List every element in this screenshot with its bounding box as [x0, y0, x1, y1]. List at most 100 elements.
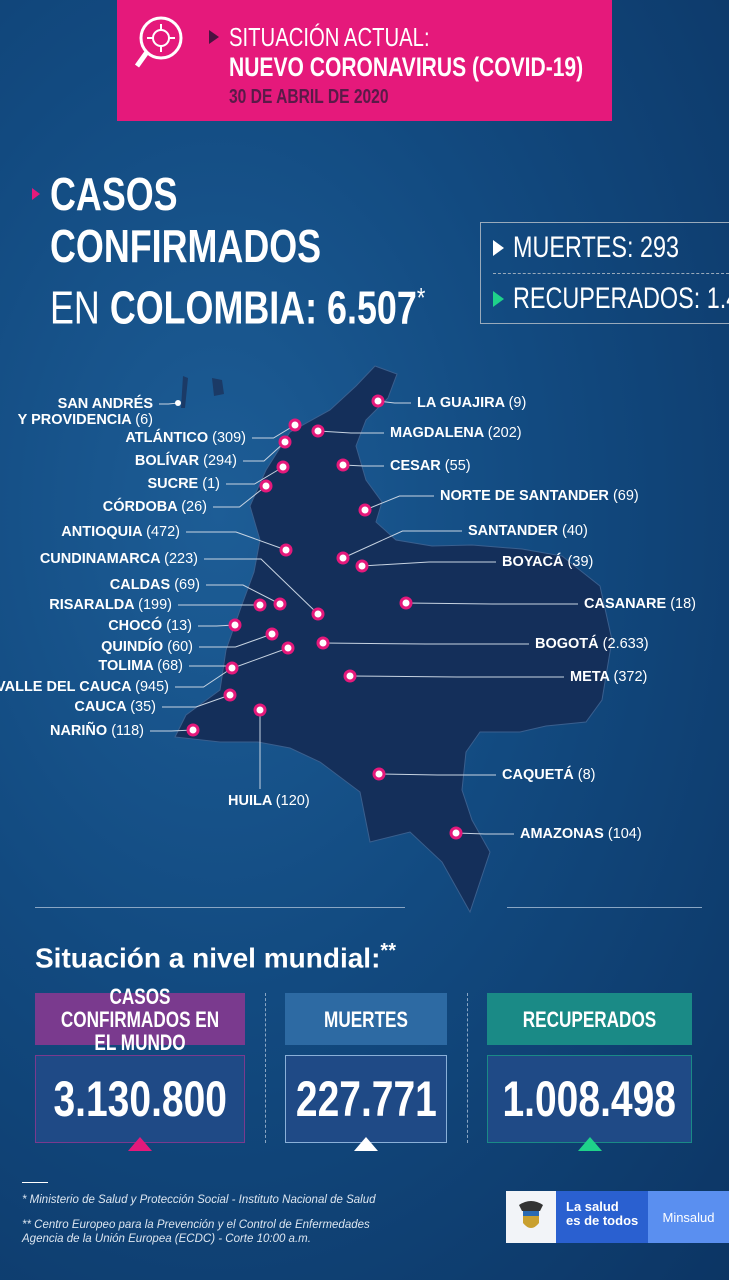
department-count: (69) [612, 488, 639, 504]
department-label: MAGDALENA (202) [390, 425, 522, 441]
world-column-value: 3.130.800 [53, 1071, 227, 1127]
world-value-box: 227.771 [285, 1055, 447, 1143]
footnote-1: * Ministerio de Salud y Protección Socia… [22, 1194, 376, 1206]
department-label: SUCRE (1) [147, 476, 220, 492]
department-count: (9) [508, 395, 527, 411]
deaths-value: 293 [639, 231, 680, 264]
leader-line [150, 729, 194, 732]
department-label: CAQUETÁ (8) [502, 767, 595, 783]
department-label: VALLE DEL CAUCA (945) [0, 679, 169, 695]
world-column-header: CASOS CONFIRMADOS EN EL MUNDO [35, 985, 245, 1054]
department-name: LA GUAJIRA [417, 395, 505, 411]
department-marker [449, 826, 463, 840]
department-name: SUCRE [147, 476, 199, 492]
slogan-line2: es de todos [566, 1213, 639, 1228]
department-label: CASANARE (18) [584, 596, 696, 612]
leader-line [378, 773, 496, 776]
department-name: NARIÑO [49, 723, 108, 739]
department-label: SAN ANDRÉS Y PROVIDENCIA (6) [18, 396, 153, 428]
leader-line [342, 464, 384, 467]
department-marker [175, 400, 181, 406]
triangle-icon [493, 240, 504, 256]
divider [507, 907, 702, 908]
department-marker [225, 661, 239, 675]
department-count: (6) [135, 412, 153, 428]
department-label: BOGOTÁ (2.633) [535, 636, 649, 652]
world-column-label: RECUPERADOS [522, 1006, 657, 1032]
department-name: QUINDÍO [101, 639, 164, 655]
divider [467, 993, 468, 1143]
triangle-icon [354, 1137, 378, 1151]
page-title: CASOS CONFIRMADOS EN COLOMBIA: 6.507* [32, 168, 531, 333]
department-marker [273, 597, 287, 611]
header-line2: NUEVO CORONAVIRUS (COVID-19) [229, 52, 584, 82]
department-marker [355, 559, 369, 573]
world-column-value: 227.771 [295, 1071, 437, 1127]
deaths-label: MUERTES: [513, 231, 634, 264]
department-name: CÓRDOBA [102, 499, 178, 515]
department-label: AMAZONAS (104) [520, 826, 642, 842]
divider [265, 993, 266, 1143]
department-name: CAUCA [74, 699, 127, 715]
asterisk: * [416, 282, 426, 313]
department-name: NORTE DE SANTANDER [440, 488, 609, 504]
department-label: CESAR (55) [390, 458, 471, 474]
department-label: NORTE DE SANTANDER (69) [440, 488, 639, 504]
colombia-coat-of-arms-icon [506, 1191, 556, 1243]
department-name: BOGOTÁ [535, 636, 599, 652]
leader-line [206, 584, 281, 605]
department-name: AMAZONAS [520, 826, 604, 842]
leader-line [342, 530, 462, 559]
leader-line [322, 642, 529, 645]
leader-line [162, 694, 231, 708]
department-marker [228, 618, 242, 632]
department-name: SAN ANDRÉS [57, 396, 153, 412]
leader-line [189, 647, 289, 667]
department-name: ANTIOQUIA [61, 524, 143, 540]
footnote-3: Agencia de la Unión Europea (ECDC) - Cor… [22, 1233, 311, 1245]
department-marker [371, 394, 385, 408]
triangle-icon [577, 1137, 602, 1151]
department-count: (39) [567, 554, 594, 570]
department-count: (68) [157, 658, 183, 674]
department-label: CUNDINAMARCA (223) [40, 551, 198, 567]
department-label: ATLÁNTICO (309) [125, 430, 246, 446]
department-count: (35) [130, 699, 156, 715]
department-name: VALLE DEL CAUCA [0, 679, 132, 695]
department-count: (60) [167, 639, 193, 655]
leader-line [243, 441, 286, 462]
department-marker [288, 418, 302, 432]
leader-line [455, 832, 514, 835]
department-marker [343, 669, 357, 683]
department-marker [281, 641, 295, 655]
department-name: CALDAS [109, 577, 171, 593]
minsalud-logo: La salud es de todos Minsalud [506, 1191, 729, 1243]
leader-line [252, 424, 296, 439]
department-count: (69) [174, 577, 200, 593]
colombia-map [150, 365, 613, 914]
department-name: CAQUETÁ [502, 767, 574, 783]
divider [22, 1182, 48, 1183]
department-label: CÓRDOBA (26) [103, 499, 207, 515]
leader-line [349, 675, 564, 678]
department-marker [372, 767, 386, 781]
department-marker [223, 688, 237, 702]
world-value-box: 3.130.800 [35, 1055, 245, 1143]
department-label: NARIÑO (118) [50, 723, 144, 739]
department-label: QUINDÍO (60) [101, 639, 193, 655]
department-marker [278, 435, 292, 449]
department-name: META [570, 669, 610, 685]
title-prefix: EN [50, 281, 100, 334]
department-marker [186, 723, 200, 737]
department-count: (104) [607, 826, 642, 842]
leader-lines [150, 400, 578, 835]
triangle-icon [493, 291, 504, 307]
department-count: (18) [670, 596, 696, 612]
department-count: (13) [166, 618, 192, 634]
virus-magnifier-icon [135, 16, 183, 68]
department-count: (8) [577, 767, 596, 783]
department-label: META (372) [570, 669, 647, 685]
department-count: (2.633) [602, 636, 649, 652]
triangle-icon [32, 188, 40, 200]
department-name: SANTANDER [468, 523, 558, 539]
